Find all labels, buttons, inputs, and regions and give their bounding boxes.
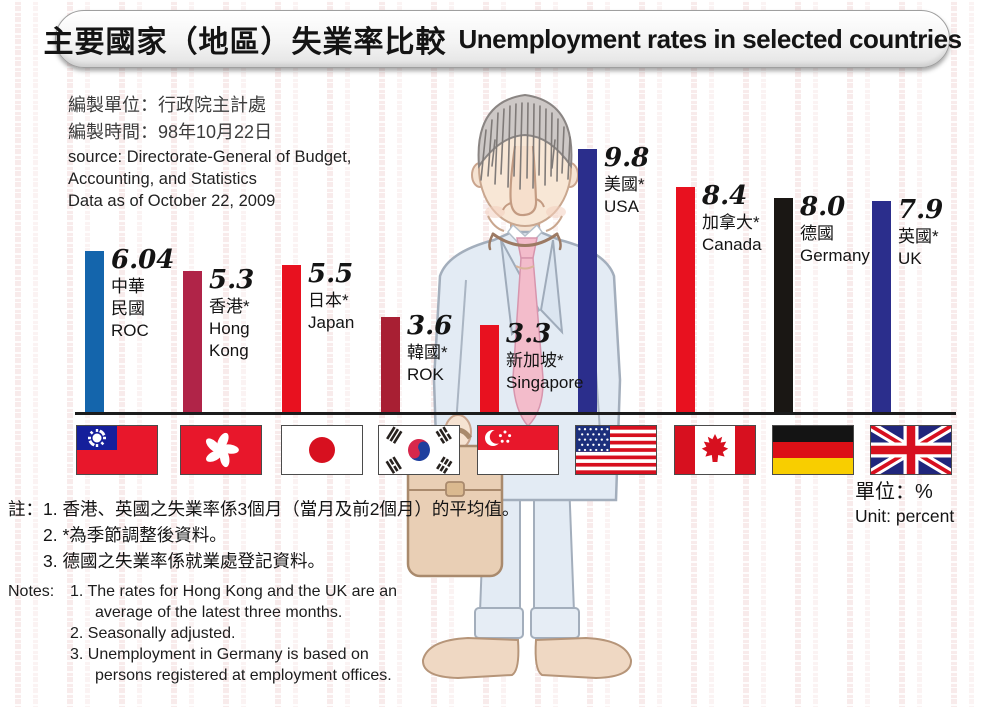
note-en-row: 2. Seasonally adjusted. (8, 623, 397, 644)
note-en-text: 1. The rates for Hong Kong and the UK ar… (70, 583, 398, 600)
bar-label-germany: 8.0 德國 Germany (800, 194, 870, 267)
bar-taiwan (85, 251, 104, 414)
flag-hong-kong-icon (180, 425, 262, 475)
flag-japan-icon (281, 425, 363, 475)
bar-value: 9.8 (604, 143, 650, 173)
notes-en-prefix (8, 623, 70, 644)
bar-country-name: 香港* (209, 297, 250, 316)
source-line: Data as of October 22, 2009 (68, 192, 276, 210)
source-line: 編製時間：98年10月22日 (68, 122, 273, 142)
bar-value: 6.04 (111, 245, 175, 275)
source-line: 編製單位：行政院主計處 (68, 95, 266, 115)
bar-value: 8.0 (800, 192, 846, 222)
bar-value: 3.3 (506, 319, 552, 349)
source-block: 編製單位：行政院主計處 編製時間：98年10月22日 source: Directo… (68, 92, 351, 212)
bar-label-japan: 5.5 日本* Japan (308, 261, 354, 334)
notes-english: Notes: 1. The rates for Hong Kong and the… (8, 581, 397, 686)
bar-value: 7.9 (898, 195, 944, 225)
bar-country-name: 英國* (898, 227, 939, 246)
bar-label-south-korea: 3.6 韓國* ROK (407, 313, 452, 386)
bar-value: 3.6 (407, 311, 453, 341)
flag-taiwan-icon (76, 425, 158, 475)
flag-singapore-icon (477, 425, 559, 475)
source-line: source: Directorate-General of Budget, (68, 148, 352, 166)
note-en-row: average of the latest three months. (8, 602, 397, 623)
bar-label-taiwan: 6.04 中華民國 ROC (111, 247, 174, 342)
notes-en-prefix: Notes: (8, 583, 55, 600)
bar-country-name: 民國 (111, 299, 145, 318)
unit-label-chinese: 單位：% (855, 481, 933, 503)
note-en-text: 3. Unemployment in Germany is based on (70, 646, 369, 663)
unit-label: 單位：% Unit: percent (855, 479, 954, 527)
bar-canada (676, 187, 695, 414)
source-line: Accounting, and Statistics (68, 170, 257, 188)
notes-zh-prefix: 註： (8, 499, 43, 519)
note-zh-row: 註：2. *為季節調整後資料。 (8, 522, 519, 548)
bar-country-name: 加拿大* (702, 213, 760, 232)
x-axis-line (75, 412, 956, 415)
bar-usa (578, 149, 597, 414)
title-chinese: 主要國家（地區）失業率比較 (43, 26, 447, 59)
bar-country-name: ROC (111, 321, 149, 340)
bar-label-uk: 7.9 英國* UK (898, 197, 943, 270)
bar-country-name: UK (898, 249, 922, 268)
bar-country-name: 德國 (800, 224, 834, 243)
bar-country-name: Germany (800, 246, 870, 265)
man-shoes (421, 636, 633, 680)
flag-canada-icon (674, 425, 756, 475)
note-zh-row: 註： 1. 香港、英國之失業率係3個月（當月及前2個月）的平均值。 (8, 496, 519, 522)
note-en-text: persons registered at employment offices… (95, 667, 392, 684)
note-zh-text: 3. 德國之失業率係就業處登記資料。 (43, 551, 325, 571)
bar-value: 5.5 (308, 259, 354, 289)
note-en-text: 2. Seasonally adjusted. (70, 625, 236, 642)
flag-germany-icon (772, 425, 854, 475)
note-zh-text: 1. 香港、英國之失業率係3個月（當月及前2個月）的平均值。 (43, 499, 520, 519)
bar-country-name: Kong (209, 341, 249, 360)
bar-country-name: Japan (308, 313, 355, 332)
sad-businessman-illustration (406, 93, 633, 680)
bar-germany (774, 198, 793, 414)
note-zh-row: 註：3. 德國之失業率係就業處登記資料。 (8, 548, 519, 574)
flag-uk-icon (870, 425, 952, 475)
bar-label-singapore: 3.3 新加坡* Singapore (506, 321, 584, 394)
note-en-row: persons registered at employment offices… (8, 665, 397, 686)
bar-hong-kong (183, 271, 202, 414)
bar-south-korea (381, 317, 400, 414)
bar-country-name: 美國* (604, 175, 645, 194)
bar-japan (282, 265, 301, 414)
notes-chinese: 註：1. 香港、英國之失業率係3個月（當月及前2個月）的平均值。註：2. *為季… (8, 496, 519, 574)
notes-en-prefix (8, 644, 70, 665)
bar-country-name: Canada (702, 235, 762, 254)
title-banner: 主要國家（地區）失業率比較 Unemployment rates in sele… (43, 10, 962, 68)
bar-country-name: 韓國* (407, 343, 448, 362)
bar-country-name: 中華 (111, 277, 145, 296)
bar-label-hong-kong: 5.3 香港* Hong Kong (209, 267, 254, 362)
bar-country-name: 新加坡* (506, 351, 564, 370)
bar-singapore (480, 325, 499, 414)
bar-value: 5.3 (209, 265, 255, 295)
bar-country-name: ROK (407, 365, 444, 384)
bar-label-usa: 9.8 美國* USA (604, 145, 649, 218)
bar-country-name: 日本* (308, 291, 349, 310)
notes-en-prefix (8, 602, 70, 623)
bar-uk (872, 201, 891, 414)
title-english: Unemployment rates in selected countries (458, 23, 962, 54)
bar-value: 8.4 (702, 181, 748, 211)
note-en-text: average of the latest three months. (95, 604, 343, 621)
note-en-row: 3. Unemployment in Germany is based on (8, 644, 397, 665)
flag-usa-icon (575, 425, 657, 475)
bar-country-name: USA (604, 197, 639, 216)
bar-country-name: Singapore (506, 373, 584, 392)
note-zh-text: 2. *為季節調整後資料。 (43, 525, 227, 545)
unit-label-english: Unit: percent (855, 506, 955, 526)
note-en-row: Notes: 1. The rates for Hong Kong and the… (8, 581, 397, 602)
notes-en-prefix (8, 665, 70, 686)
man-hair (477, 93, 573, 190)
flag-south-korea-icon (378, 425, 460, 475)
bar-country-name: Hong (209, 319, 250, 338)
bar-label-canada: 8.4 加拿大* Canada (702, 183, 762, 256)
